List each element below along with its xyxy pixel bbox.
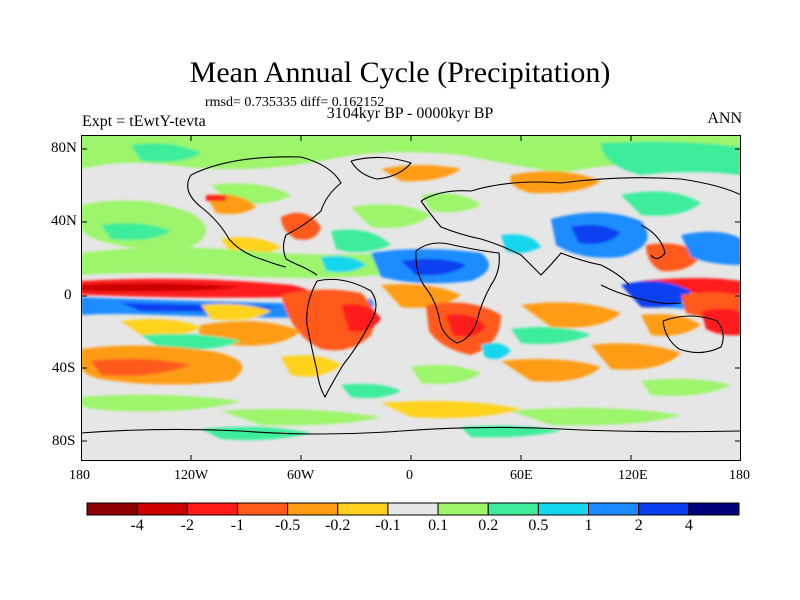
- colorbar-swatch: [186, 502, 238, 516]
- lat-label: 0: [64, 287, 72, 303]
- colorbar-label: 2: [634, 517, 643, 534]
- lon-label: 120E: [618, 468, 648, 483]
- experiment-label: Expt = tEwtY-tevta: [82, 113, 206, 130]
- colorbar-swatch: [588, 502, 640, 516]
- lat-label: 40N: [51, 213, 77, 229]
- colorbar: [86, 502, 740, 516]
- map-frame: [81, 135, 741, 461]
- colorbar-label: 0.2: [478, 517, 499, 534]
- lon-label: 60W: [287, 468, 315, 483]
- lat-label: 80N: [51, 140, 77, 156]
- colorbar-label: 0.5: [528, 517, 549, 534]
- lat-label: 40S: [52, 360, 76, 376]
- lon-label: 180: [69, 468, 90, 483]
- precipitation-map: [81, 135, 741, 461]
- colorbar-swatch: [387, 502, 439, 516]
- lat-label: 80S: [52, 433, 76, 449]
- colorbar-label: 4: [684, 517, 693, 534]
- colorbar-label: -0.5: [274, 517, 301, 534]
- chart-title: Mean Annual Cycle (Precipitation): [189, 56, 611, 89]
- colorbar-swatch: [236, 502, 289, 516]
- colorbar-label: 0.1: [428, 517, 449, 534]
- colorbar-swatch: [638, 502, 690, 516]
- colorbar-swatch: [337, 502, 389, 516]
- colorbar-label: -0.2: [325, 517, 351, 534]
- lon-label: 120W: [174, 468, 209, 483]
- colorbar-swatch: [688, 502, 740, 516]
- rmsd-diff-stats: rmsd= 0.735335 diff= 0.162152: [205, 95, 385, 110]
- colorbar-label: -0.1: [375, 517, 401, 534]
- colorbar-label: -4: [130, 517, 144, 534]
- colorbar-swatch: [437, 502, 489, 516]
- coastlines: [81, 156, 741, 435]
- colorbar-swatch: [537, 502, 590, 516]
- colorbar-label: 1: [584, 517, 593, 534]
- colorbar-swatch: [287, 502, 339, 516]
- colorbar-label: -2: [180, 517, 194, 534]
- colorbar-label: -1: [230, 517, 245, 534]
- lon-label: 0: [406, 468, 413, 483]
- colorbar-swatch: [136, 502, 188, 516]
- precipitation-field: [81, 135, 741, 441]
- colorbar-swatch: [487, 502, 539, 516]
- lon-label: 180: [729, 468, 750, 483]
- season-label: ANN: [707, 110, 742, 127]
- colorbar-swatch: [86, 502, 138, 516]
- period-label: 3104kyr BP - 0000kyr BP: [326, 105, 494, 122]
- lon-label: 60E: [510, 468, 533, 483]
